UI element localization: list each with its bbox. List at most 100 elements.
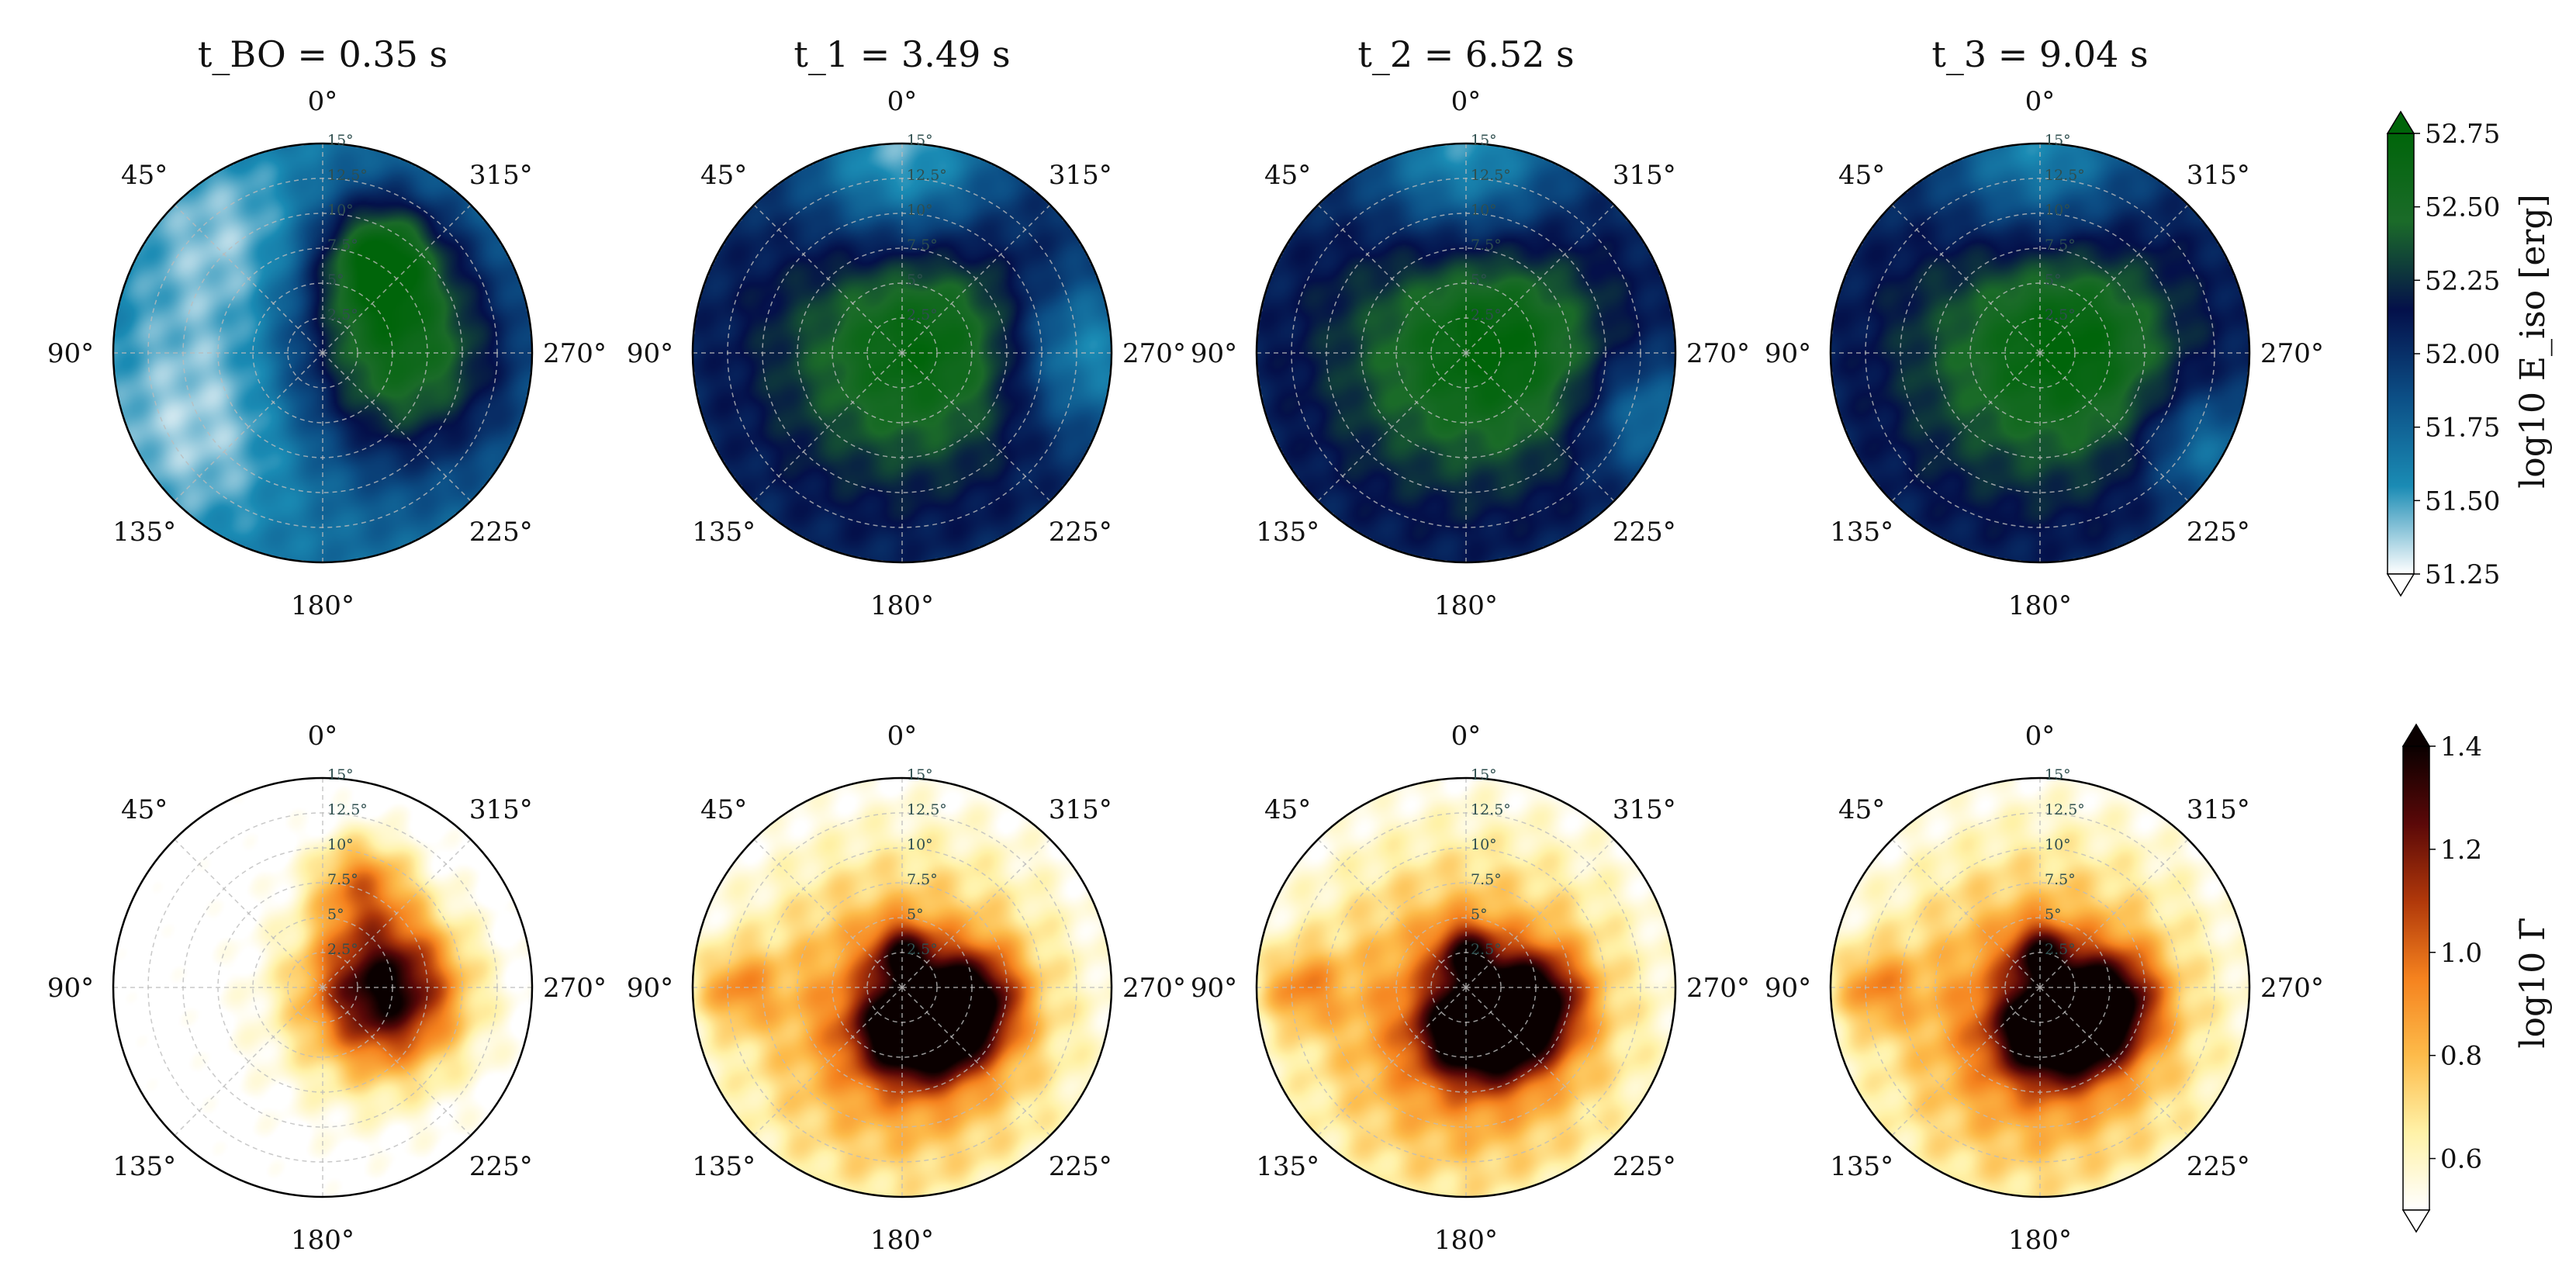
radial-tick-label: 12.5°	[1471, 801, 1511, 818]
radial-tick-label: 15°	[2045, 766, 2071, 783]
angle-tick-label: 315°	[469, 160, 533, 191]
radial-tick-label: 12.5°	[2045, 167, 2085, 184]
radial-tick-label: 7.5°	[1471, 871, 1502, 888]
angular-gridline	[753, 352, 903, 502]
angle-tick-label: 135°	[1830, 517, 1893, 548]
colorbar-tick-label: 1.0	[2440, 938, 2482, 969]
polar-frame	[112, 776, 534, 1198]
angle-tick-label: 270°	[1686, 338, 1750, 369]
angle-tick-label: 0°	[887, 721, 918, 752]
radial-tick-label: 2.5°	[327, 941, 358, 958]
radial-tick-label: 10°	[907, 836, 933, 853]
colorbar-tick-label: 52.75	[2425, 119, 2500, 150]
colorbar-top-label: log10 E_iso [erg]	[2513, 194, 2553, 489]
angle-tick-label: 90°	[1765, 973, 1811, 1004]
radial-tick-label: 12.5°	[327, 167, 368, 184]
radial-tick-label: 5°	[327, 906, 344, 923]
polar-frame	[691, 142, 1113, 564]
polar-panels: 0° 45° 90° 135° 180° 225° 270° 315° 2.5° 5° 7.5° 10…	[47, 86, 2324, 1256]
angle-tick-label: 270°	[2260, 973, 2324, 1004]
angular-gridline	[901, 204, 1051, 354]
radial-tick-label: 2.5°	[1471, 306, 1502, 323]
radial-tick-label: 2.5°	[2045, 941, 2076, 958]
angular-gridline	[753, 839, 903, 988]
panel-title: t_1 = 3.49 s	[794, 33, 1010, 75]
angle-tick-label: 0°	[308, 721, 338, 752]
angle-tick-label: 315°	[2187, 794, 2250, 825]
polar-frame	[1829, 142, 2251, 564]
angular-gridline	[1465, 204, 1615, 354]
colorbar-tick-label: 0.6	[2440, 1144, 2482, 1175]
angle-tick-label: 315°	[1049, 794, 1112, 825]
angular-gridline	[1317, 352, 1467, 502]
polar-panel: 0° 45° 90° 135° 180° 225° 270° 315° 2.5° 5° 7.5° 10…	[1191, 86, 1750, 621]
colorbar-tick-label: 52.50	[2425, 192, 2500, 223]
angular-gridline	[901, 839, 1051, 988]
radial-tick-label: 10°	[2045, 836, 2071, 853]
angle-tick-label: 135°	[692, 1151, 756, 1182]
angular-gridline	[322, 839, 472, 988]
colorbar-tick-label: 52.00	[2425, 339, 2500, 370]
angular-gridline	[2039, 987, 2189, 1136]
angle-tick-label: 90°	[627, 338, 673, 369]
angular-gridline	[901, 987, 1051, 1136]
angle-tick-label: 0°	[1451, 721, 1482, 752]
angle-tick-label: 225°	[2187, 1151, 2250, 1182]
radial-tick-label: 12.5°	[327, 801, 368, 818]
radial-tick-label: 12.5°	[2045, 801, 2085, 818]
radial-tick-label: 12.5°	[907, 801, 947, 818]
radial-tick-label: 12.5°	[907, 167, 947, 184]
angular-gridline	[753, 987, 903, 1136]
radial-tick-label: 7.5°	[327, 871, 358, 888]
radial-tick-label: 10°	[327, 202, 354, 219]
colorbar: 51.25 51.50 51.75 52.00 52.25 52.50 52.75	[2386, 110, 2500, 597]
colorbar-extend-min	[2386, 573, 2415, 597]
colorbar-gradient	[2387, 133, 2415, 575]
angle-tick-label: 180°	[1434, 590, 1498, 621]
angular-gridline	[1891, 352, 2041, 502]
angle-tick-label: 45°	[121, 794, 168, 825]
radial-tick-label: 7.5°	[907, 871, 938, 888]
colorbar: 0.6 0.8 1.0 1.2 1.4	[2401, 723, 2482, 1233]
radial-tick-label: 15°	[907, 132, 933, 149]
colorbar-tick-label: 51.50	[2425, 486, 2500, 517]
radial-tick-label: 5°	[2045, 271, 2062, 289]
radial-tick-label: 15°	[907, 766, 933, 783]
polar-panel: 0° 45° 90° 135° 180° 225° 270° 315° 2.5° 5° 7.5° 10…	[47, 721, 607, 1256]
radial-tick-label: 5°	[2045, 906, 2062, 923]
angle-tick-label: 45°	[121, 160, 168, 191]
angle-tick-label: 315°	[1613, 794, 1676, 825]
angle-tick-label: 270°	[1686, 973, 1750, 1004]
angular-gridline	[174, 352, 323, 502]
colorbar-extend-max	[2401, 723, 2431, 747]
colorbar-tick-label: 52.25	[2425, 265, 2500, 296]
colorbar-extend-max	[2386, 110, 2415, 134]
colorbar-tick-label: 51.75	[2425, 413, 2500, 444]
polar-panel: 0° 45° 90° 135° 180° 225° 270° 315° 2.5° 5° 7.5° 10…	[627, 721, 1186, 1256]
radial-tick-label: 2.5°	[2045, 306, 2076, 323]
polar-panel: 0° 45° 90° 135° 180° 225° 270° 315° 2.5° 5° 7.5° 10…	[627, 86, 1186, 621]
polar-panel: 0° 45° 90° 135° 180° 225° 270° 315° 2.5° 5° 7.5° 10…	[1191, 721, 1750, 1256]
angle-tick-label: 45°	[700, 160, 747, 191]
angular-gridline	[2039, 839, 2189, 988]
colorbars: 51.2551.5051.7552.0052.2552.5052.750.60.…	[2386, 110, 2500, 1233]
polar-frame	[1255, 776, 1677, 1198]
angular-gridline	[901, 352, 1051, 502]
angular-gridline	[2039, 204, 2189, 354]
angle-tick-label: 90°	[47, 973, 94, 1004]
angular-gridline	[322, 204, 472, 354]
angle-tick-label: 270°	[543, 973, 607, 1004]
angle-tick-label: 315°	[1613, 160, 1676, 191]
polar-panel: 0° 45° 90° 135° 180° 225° 270° 315° 2.5° 5° 7.5° 10…	[47, 86, 607, 621]
angle-tick-label: 0°	[2025, 721, 2056, 752]
angular-gridline	[174, 987, 323, 1136]
colorbar-tick-label: 1.2	[2440, 835, 2482, 866]
angle-tick-label: 45°	[1264, 794, 1311, 825]
angle-tick-label: 135°	[112, 517, 176, 548]
radial-tick-label: 2.5°	[1471, 941, 1502, 958]
angular-gridline	[322, 352, 472, 502]
radial-tick-label: 7.5°	[327, 237, 358, 254]
panel-title: t_3 = 9.04 s	[1931, 33, 2148, 75]
angle-tick-label: 0°	[2025, 86, 2056, 117]
